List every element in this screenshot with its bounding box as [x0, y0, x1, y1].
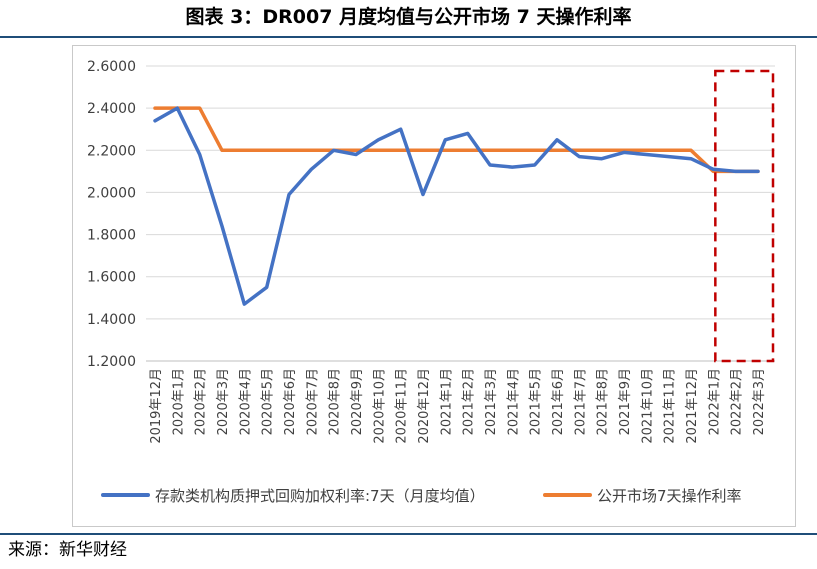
x-tick-label: 2022年2月 — [730, 368, 745, 435]
x-tick-label: 2021年6月 — [551, 368, 566, 435]
y-tick-label: 2.4000 — [87, 101, 136, 117]
gridlines — [146, 65, 775, 362]
y-axis-tick-labels: 1.2000 1.4000 1.6000 1.8000 2.0000 2.2000 2.40… — [87, 59, 136, 370]
x-tick-label: 2021年4月 — [506, 368, 521, 435]
series-line-dr007 — [153, 106, 760, 306]
x-tick-label: 2020年3月 — [216, 368, 231, 435]
x-tick-label: 2022年3月 — [752, 368, 767, 435]
title-divider — [0, 36, 817, 38]
x-tick-label: 2021年10月 — [640, 368, 655, 444]
x-tick-label: 2021年1月 — [439, 368, 454, 435]
x-tick-label: 2020年2月 — [194, 368, 209, 435]
y-tick-label: 1.2000 — [87, 354, 136, 370]
legend-label-dr007: 存款类机构质押式回购加权利率:7天（月度均值） — [155, 487, 485, 505]
x-tick-label: 2020年12月 — [417, 368, 432, 444]
x-tick-label: 2020年10月 — [372, 368, 387, 444]
highlight-box — [714, 69, 775, 363]
series-line-omo-7d-rate — [153, 106, 760, 174]
x-tick-label: 2021年9月 — [618, 368, 633, 435]
y-tick-label: 2.6000 — [87, 59, 136, 75]
y-tick-label: 2.0000 — [87, 185, 136, 201]
x-axis-tick-labels: 2019年12月 2020年1月 2020年2月 2020年3月 2020年4月 2020… — [149, 368, 767, 444]
x-tick-label: 2019年12月 — [149, 368, 164, 444]
x-tick-label: 2021年7月 — [573, 368, 588, 435]
source-note: 来源：新华财经 — [8, 540, 127, 560]
x-tick-label: 2021年5月 — [529, 368, 544, 435]
x-tick-label: 2020年7月 — [305, 368, 320, 435]
x-tick-label: 2021年12月 — [685, 368, 700, 444]
x-tick-label: 2020年1月 — [171, 368, 186, 435]
y-tick-label: 1.8000 — [87, 228, 136, 244]
x-tick-label: 2020年11月 — [395, 368, 410, 444]
x-tick-label: 2020年9月 — [350, 368, 365, 435]
source-divider — [0, 533, 817, 535]
x-tick-label: 2022年1月 — [707, 368, 722, 435]
series-lines — [153, 106, 760, 306]
x-tick-label: 2021年3月 — [484, 368, 499, 435]
x-tick-label: 2020年5月 — [261, 368, 276, 435]
legend: 存款类机构质押式回购加权利率:7天（月度均值） 公开市场7天操作利率 — [101, 487, 742, 505]
annotations — [714, 69, 775, 363]
y-tick-label: 1.6000 — [87, 270, 136, 286]
x-tick-label: 2020年8月 — [328, 368, 343, 435]
chart-title: 图表 3：DR007 月度均值与公开市场 7 天操作利率 — [185, 6, 632, 28]
x-tick-label: 2021年2月 — [462, 368, 477, 435]
y-tick-label: 1.4000 — [87, 312, 136, 328]
x-tick-label: 2020年4月 — [238, 368, 253, 435]
x-tick-label: 2020年6月 — [283, 368, 298, 435]
legend-label-omo-7d-rate: 公开市场7天操作利率 — [597, 487, 742, 505]
x-tick-label: 2021年11月 — [663, 368, 678, 444]
x-tick-label: 2021年8月 — [596, 368, 611, 435]
chart-frame — [72, 45, 796, 527]
y-tick-label: 2.2000 — [87, 143, 136, 159]
